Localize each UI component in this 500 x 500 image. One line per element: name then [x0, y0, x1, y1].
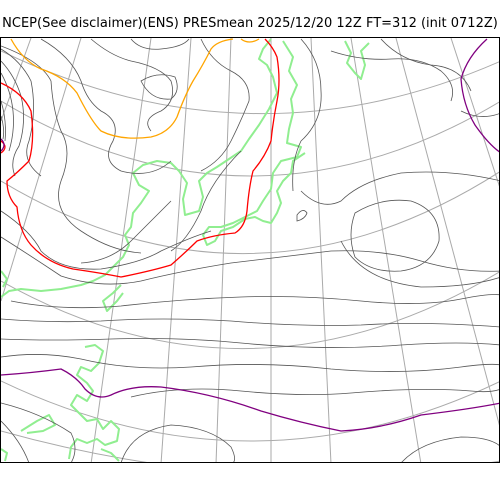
parallel-line — [1, 430, 499, 462]
isobar — [130, 38, 190, 50]
meridian-line — [450, 38, 499, 187]
isobar — [1, 420, 30, 462]
coastline — [102, 284, 124, 312]
coastline — [1, 270, 8, 288]
isobar — [1, 210, 212, 270]
map-panel — [0, 37, 500, 463]
parallel-line — [1, 171, 499, 254]
isobars — [1, 38, 499, 462]
isobar — [330, 50, 454, 102]
isobar — [1, 100, 6, 142]
orange-contour — [10, 38, 234, 139]
coastline — [202, 40, 306, 246]
graticule — [1, 38, 499, 462]
red-contour — [1, 38, 280, 278]
isobar — [90, 38, 174, 132]
pressure-map — [1, 38, 499, 462]
purple-contour — [1, 138, 5, 152]
isobar — [1, 48, 42, 177]
meridian-line — [395, 38, 499, 426]
red-contour — [1, 140, 6, 154]
highlight-contours — [1, 38, 499, 432]
isobar — [460, 110, 499, 117]
isobar — [1, 45, 142, 254]
isobar — [292, 38, 322, 192]
meridian-line — [215, 38, 232, 462]
coastline — [20, 414, 56, 434]
isobar — [300, 171, 499, 205]
isobar — [296, 210, 308, 222]
meridian-line — [310, 38, 332, 462]
isobar — [340, 240, 499, 288]
coastline — [344, 40, 370, 80]
isobar — [1, 338, 499, 348]
meridian-line — [1, 38, 82, 302]
meridian-line — [1, 38, 32, 122]
isobar — [1, 72, 14, 152]
parallel-line — [1, 100, 499, 177]
coastlines — [1, 38, 370, 462]
isobar — [120, 424, 235, 462]
isobar — [1, 354, 499, 372]
isobar — [200, 38, 250, 172]
parallel-line — [1, 271, 499, 349]
isobar — [1, 318, 499, 328]
isobar — [401, 436, 499, 462]
isobar — [130, 388, 499, 398]
purple-contour — [460, 38, 499, 153]
coastline — [100, 448, 120, 462]
meridian-line — [90, 38, 152, 462]
isobar — [1, 115, 5, 140]
coastline — [1, 38, 278, 298]
coastline — [1, 448, 8, 462]
isobar — [1, 402, 76, 462]
isobar — [80, 200, 172, 264]
purple-contour — [1, 368, 499, 432]
parallel-line — [1, 380, 499, 442]
isobar — [1, 236, 499, 285]
meridian-line — [160, 38, 192, 462]
parallel-line — [1, 50, 499, 115]
coastline — [68, 344, 120, 460]
isobar — [350, 199, 440, 272]
map-title: NCEP(See disclaimer)(ENS) PRESmean 2025/… — [2, 16, 498, 31]
isobar — [140, 74, 178, 100]
isobar — [380, 38, 472, 92]
orange-contour — [240, 38, 260, 43]
isobar — [10, 294, 499, 309]
isobar — [1, 60, 24, 177]
isobar — [40, 38, 172, 174]
isobar — [170, 150, 242, 252]
meridian-line — [350, 38, 422, 462]
